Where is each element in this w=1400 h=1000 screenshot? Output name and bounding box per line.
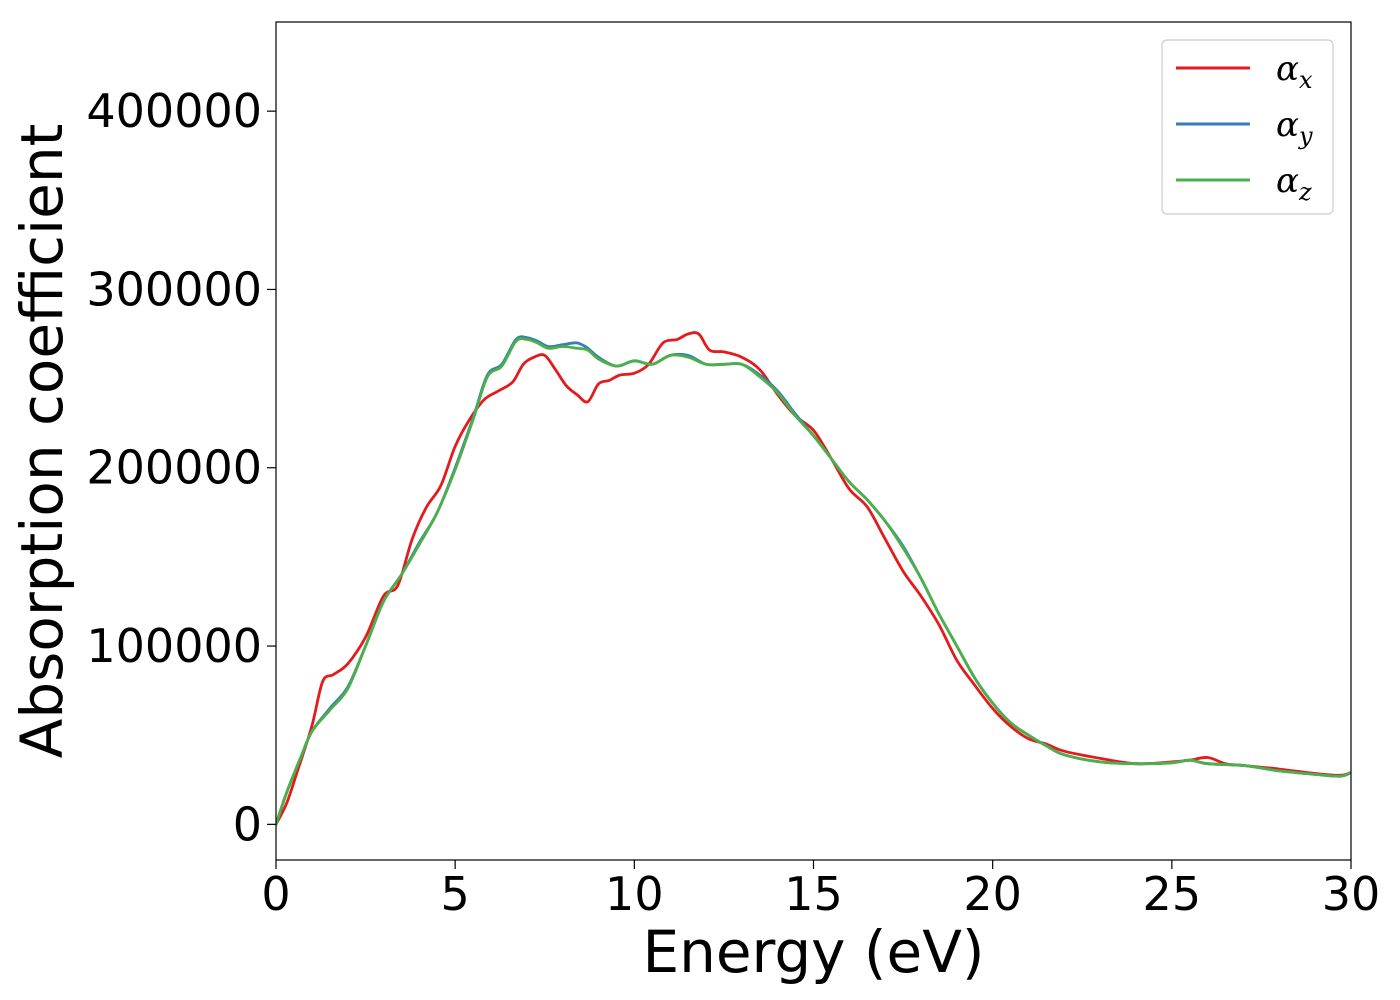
legend-label-subscript: y — [1298, 122, 1313, 150]
legend-label-subscript: x — [1299, 66, 1313, 94]
y-tick-label: 400000 — [86, 84, 262, 138]
x-tick-label: 15 — [784, 867, 843, 921]
y-tick-label: 0 — [233, 797, 262, 851]
legend-label-subscript: z — [1298, 178, 1312, 206]
x-tick-label: 0 — [261, 867, 290, 921]
x-tick-label: 30 — [1322, 867, 1381, 921]
x-tick-label: 25 — [1143, 867, 1202, 921]
legend-label-x: αx — [1276, 49, 1313, 94]
legend-label-base: α — [1276, 49, 1299, 89]
y-axis-title: Absorption coefficient — [8, 124, 76, 759]
y-tick-label: 300000 — [86, 262, 262, 316]
x-tick-label: 5 — [441, 867, 470, 921]
series-layer — [276, 331, 1351, 826]
legend-label-z: αz — [1276, 161, 1312, 206]
series-line-z — [276, 337, 1351, 826]
y-tick-label: 100000 — [86, 619, 262, 673]
legend-box — [1161, 39, 1334, 215]
legend-label-y: αy — [1276, 105, 1313, 150]
x-axis-title: Energy (eV) — [642, 918, 984, 986]
legend-label-base: α — [1276, 105, 1299, 145]
x-tick-label: 20 — [963, 867, 1022, 921]
x-tick-label: 10 — [605, 867, 664, 921]
ticks-layer: 0 5 10 15 20 25 30 0 100000 200000 300000 400000 — [86, 84, 1380, 921]
y-tick-label: 200000 — [86, 441, 262, 495]
legend-label-base: α — [1276, 161, 1299, 201]
series-line-x — [276, 331, 1351, 826]
